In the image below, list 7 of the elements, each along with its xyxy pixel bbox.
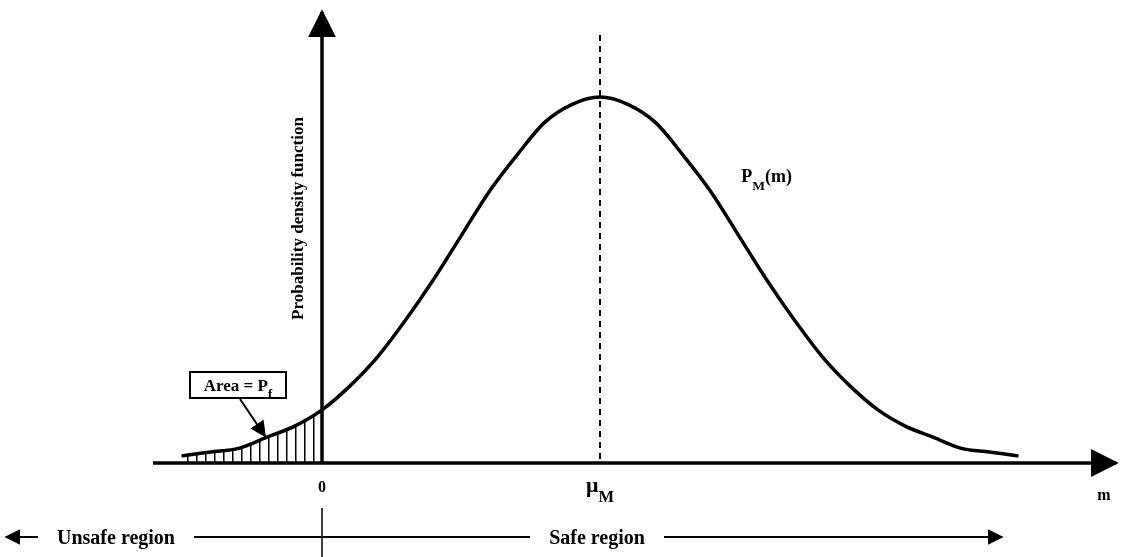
x-tick-label: 0 xyxy=(318,478,326,495)
y-axis-title: Probability density function xyxy=(288,116,307,320)
x-axis-title: m xyxy=(1097,486,1112,503)
text: Safe region xyxy=(549,526,645,549)
text: Unsafe region xyxy=(57,526,175,549)
series-label: P$_{M}$(m) xyxy=(741,166,792,193)
x-tick-label: μ$_{M}$ xyxy=(585,472,615,506)
